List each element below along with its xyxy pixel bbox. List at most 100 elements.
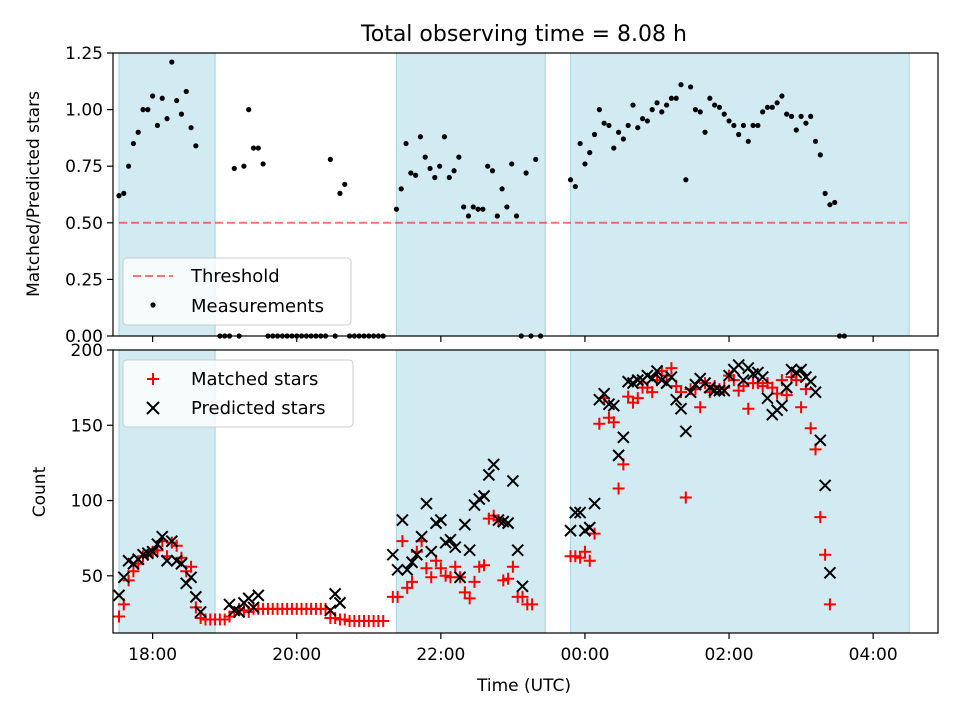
predicted-star-point-28 — [386, 548, 400, 561]
matched-star-point-57 — [391, 590, 404, 603]
measurement-point-130 — [793, 127, 799, 133]
xtick-label-3: 00:00 — [560, 645, 609, 665]
predicted-star-point-70 — [631, 373, 644, 387]
top-ytick-label-2: 0.50 — [65, 214, 103, 234]
matched-star-point-59 — [401, 581, 414, 594]
predicted-star-point-11 — [165, 534, 179, 548]
measurement-point-132 — [803, 120, 809, 126]
measurement-point-111 — [702, 129, 708, 135]
measurement-point-106 — [678, 82, 684, 88]
measurement-point-138 — [832, 199, 838, 206]
bottom-observing-windows — [118, 349, 910, 634]
measurement-point-92 — [611, 145, 617, 151]
matched-star-point-138 — [814, 511, 827, 524]
matched-star-point-90 — [583, 554, 596, 567]
measurement-point-59 — [427, 165, 433, 172]
top-x-ticks — [152, 336, 874, 342]
matched-star-point-66 — [434, 562, 447, 575]
measurement-point-129 — [788, 113, 795, 119]
measurement-point-89 — [596, 107, 602, 113]
matched-star-point-139 — [819, 548, 832, 561]
predicted-star-point-97 — [761, 391, 774, 405]
matched-star-point-133 — [790, 374, 803, 387]
predicted-star-point-30 — [396, 513, 409, 527]
matched-star-point-72 — [463, 592, 476, 605]
matched-star-point-88 — [574, 551, 587, 564]
measurement-point-61 — [437, 163, 443, 169]
matched-star-point-110 — [679, 491, 692, 504]
measurement-point-72 — [489, 168, 496, 174]
measurement-point-4 — [135, 129, 141, 135]
measurement-point-57 — [417, 134, 424, 140]
measurement-point-95 — [625, 122, 631, 129]
predicted-star-point-0 — [112, 589, 126, 602]
matched-star-point-96 — [612, 482, 625, 495]
matched-star-point-63 — [420, 562, 433, 575]
xtick-label-4: 02:00 — [705, 645, 754, 665]
measurement-point-67 — [465, 213, 472, 219]
top-observing-windows — [118, 52, 910, 337]
predicted-star-point-109 — [818, 479, 832, 492]
predicted-star-point-110 — [823, 566, 837, 579]
measurement-point-135 — [817, 152, 823, 158]
measurement-point-127 — [779, 93, 785, 99]
measurement-point-26 — [260, 161, 266, 167]
measurement-point-87 — [587, 150, 593, 156]
matched-star-point-92 — [593, 417, 606, 430]
bottom-panel: 50 100 150 200 18:00 20:00 22:00 00:00 02:00 04:… — [71, 341, 939, 665]
matched-star-point-81 — [506, 560, 519, 573]
top-ytick-label-4: 1.00 — [65, 101, 103, 121]
predicted-star-point-96 — [756, 370, 769, 384]
measurement-point-109 — [692, 107, 699, 113]
measurement-point-93 — [615, 129, 622, 135]
top-y-axis-label: Matched/Predicted stars — [24, 91, 44, 297]
predicted-star-point-73 — [645, 372, 659, 385]
measurement-point-76 — [509, 161, 515, 167]
measurement-point-14 — [183, 88, 189, 95]
measurement-point-133 — [808, 113, 814, 119]
matched-star-point-64 — [425, 571, 438, 584]
matched-star-point-103 — [646, 386, 659, 399]
predicted-star-point-15 — [184, 571, 198, 584]
matched-star-point-71 — [458, 586, 471, 599]
top-ytick-label-1: 0.25 — [65, 270, 103, 290]
predicted-star-point-77 — [665, 370, 678, 384]
predicted-star-point-81 — [684, 385, 697, 399]
matched-star-point-80 — [502, 572, 515, 585]
matched-star-point-134 — [795, 401, 808, 414]
predicted-star-point-58 — [573, 506, 587, 519]
predicted-star-point-48 — [482, 468, 496, 482]
predicted-stars-layer — [112, 358, 837, 619]
measurement-point-94 — [620, 136, 626, 142]
predicted-star-point-104 — [794, 363, 808, 376]
measurement-point-58 — [422, 154, 428, 160]
measurement-point-81 — [533, 156, 539, 163]
predicted-legend-marker — [146, 401, 160, 415]
predicted-star-point-92 — [737, 373, 750, 387]
matched-star-point-13 — [175, 551, 188, 564]
measurement-point-90 — [601, 120, 607, 126]
predicted-star-point-66 — [612, 449, 625, 462]
predicted-star-point-40 — [444, 533, 457, 546]
top-window-2 — [569, 52, 910, 337]
predicted-star-point-16 — [189, 590, 203, 604]
matched-star-point-113 — [694, 401, 707, 414]
measurement-point-20 — [231, 165, 237, 172]
matched-star-point-89 — [578, 545, 591, 558]
predicted-star-point-56 — [564, 524, 577, 537]
predicted-star-point-23 — [247, 601, 260, 614]
measurement-point-124 — [764, 104, 771, 110]
measurement-point-69 — [475, 206, 481, 212]
measurement-point-103 — [664, 102, 670, 108]
predicted-star-point-86 — [708, 384, 721, 397]
measurement-point-85 — [577, 140, 583, 147]
measurement-point-64 — [451, 168, 457, 174]
predicted-star-point-10 — [160, 554, 174, 567]
predicted-star-point-100 — [775, 399, 789, 412]
measurements-legend-label: Measurements — [191, 296, 324, 317]
measurement-point-22 — [241, 163, 247, 169]
predicted-star-point-34 — [415, 530, 428, 543]
predicted-star-point-55 — [516, 580, 529, 593]
measurement-point-100 — [649, 107, 655, 113]
